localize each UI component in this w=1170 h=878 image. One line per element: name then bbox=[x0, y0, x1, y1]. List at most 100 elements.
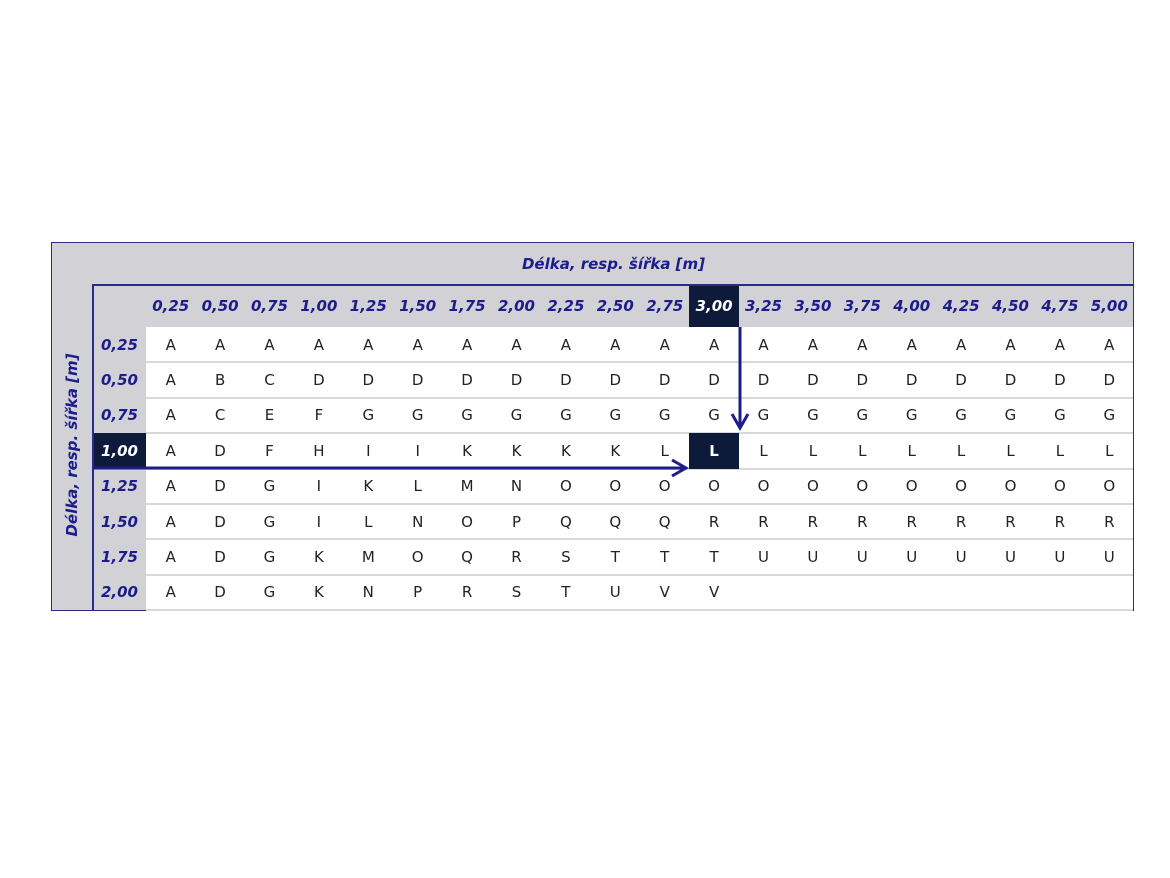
cell: O bbox=[658, 477, 671, 496]
cell: A bbox=[461, 335, 473, 354]
cell: I bbox=[316, 512, 322, 531]
cell: G bbox=[757, 406, 770, 425]
cell: D bbox=[1054, 371, 1066, 390]
cell: P bbox=[511, 512, 522, 531]
cell: D bbox=[461, 371, 473, 390]
column-header: 4,75 bbox=[1041, 297, 1079, 315]
cell: P bbox=[413, 583, 423, 602]
cell: I bbox=[415, 441, 420, 460]
cell: D bbox=[560, 371, 572, 390]
cell: D bbox=[214, 583, 226, 602]
cell: R bbox=[758, 512, 769, 531]
cell: A bbox=[511, 335, 522, 354]
cell: L bbox=[858, 441, 867, 460]
cell: A bbox=[165, 371, 176, 390]
cell: D bbox=[214, 547, 226, 566]
cell: G bbox=[1103, 406, 1116, 425]
column-header: 3,75 bbox=[843, 297, 881, 315]
cell: A bbox=[955, 335, 967, 354]
cell: A bbox=[1054, 335, 1066, 354]
cell: G bbox=[1004, 406, 1017, 425]
cell: R bbox=[708, 512, 720, 531]
cell: K bbox=[560, 441, 571, 460]
cell: U bbox=[1005, 547, 1016, 566]
cell: O bbox=[806, 477, 819, 496]
cell: A bbox=[560, 335, 572, 354]
column-header: 0,75 bbox=[250, 297, 288, 315]
cell: M bbox=[460, 477, 474, 496]
cell: F bbox=[314, 406, 324, 425]
cell: O bbox=[955, 477, 967, 496]
cell: K bbox=[313, 583, 324, 602]
inner-border bbox=[92, 285, 94, 611]
row-divider bbox=[146, 432, 1133, 435]
column-header: 1,00 bbox=[300, 297, 338, 315]
cell: O bbox=[411, 547, 424, 566]
cell: O bbox=[559, 477, 572, 496]
cell: A bbox=[165, 477, 176, 496]
cell: U bbox=[1103, 547, 1115, 566]
row-divider bbox=[146, 609, 1133, 611]
cell: A bbox=[165, 583, 176, 602]
cell: G bbox=[658, 406, 671, 425]
cell: L bbox=[956, 441, 966, 460]
cell: R bbox=[1104, 512, 1115, 531]
row-divider bbox=[146, 573, 1133, 576]
cell: D bbox=[214, 441, 226, 460]
cell: D bbox=[510, 371, 523, 390]
cell: O bbox=[757, 477, 770, 496]
cell: O bbox=[609, 477, 622, 496]
cell: A bbox=[412, 335, 423, 354]
cell: H bbox=[313, 441, 325, 460]
cell: D bbox=[807, 371, 819, 390]
cell: T bbox=[709, 547, 719, 566]
cell: R bbox=[906, 512, 917, 531]
row-header: 1,25 bbox=[100, 477, 138, 496]
cell: G bbox=[955, 406, 967, 425]
cell: R bbox=[807, 512, 819, 531]
cell: G bbox=[362, 406, 375, 425]
cell: A bbox=[313, 335, 325, 354]
cell: N bbox=[412, 512, 424, 531]
cell: G bbox=[708, 406, 720, 425]
cell: A bbox=[906, 335, 917, 354]
column-header: 3,50 bbox=[794, 297, 832, 315]
cell: U bbox=[1054, 547, 1066, 566]
cell: E bbox=[264, 406, 275, 425]
cell: O bbox=[1053, 477, 1066, 496]
row-divider bbox=[146, 396, 1133, 399]
cell: F bbox=[265, 441, 274, 460]
cell: R bbox=[857, 512, 868, 531]
row-header: 1,75 bbox=[100, 547, 138, 566]
cell: L bbox=[1055, 441, 1065, 460]
side-title: Délka, resp. šířka [m] bbox=[63, 353, 81, 537]
cell: A bbox=[1104, 335, 1115, 354]
column-header: 3,00 bbox=[689, 285, 739, 327]
inner-border bbox=[92, 284, 1134, 286]
cell: D bbox=[411, 371, 424, 390]
cell: K bbox=[363, 477, 374, 496]
cell: S bbox=[561, 547, 571, 566]
row-header: 2,00 bbox=[100, 583, 138, 602]
cell: A bbox=[1005, 335, 1016, 354]
cell: D bbox=[1103, 371, 1116, 390]
cell: Q bbox=[559, 512, 572, 531]
cell: L bbox=[1006, 441, 1015, 460]
row-header: 0,50 bbox=[100, 371, 138, 390]
column-header: 0,50 bbox=[201, 297, 239, 315]
cell: A bbox=[165, 406, 176, 425]
row-divider bbox=[146, 502, 1133, 505]
row-header: 0,25 bbox=[100, 335, 138, 354]
cell: O bbox=[461, 512, 473, 531]
cell: A bbox=[807, 335, 819, 354]
column-header: 2,75 bbox=[646, 297, 684, 315]
cell: N bbox=[510, 477, 523, 496]
cell: L bbox=[907, 441, 916, 460]
cell: L bbox=[413, 477, 422, 496]
cell: A bbox=[363, 335, 374, 354]
cell: Q bbox=[609, 512, 622, 531]
column-header: 4,50 bbox=[991, 297, 1029, 315]
cell: D bbox=[313, 371, 325, 390]
cell: L bbox=[808, 441, 818, 460]
cell: T bbox=[610, 547, 620, 566]
